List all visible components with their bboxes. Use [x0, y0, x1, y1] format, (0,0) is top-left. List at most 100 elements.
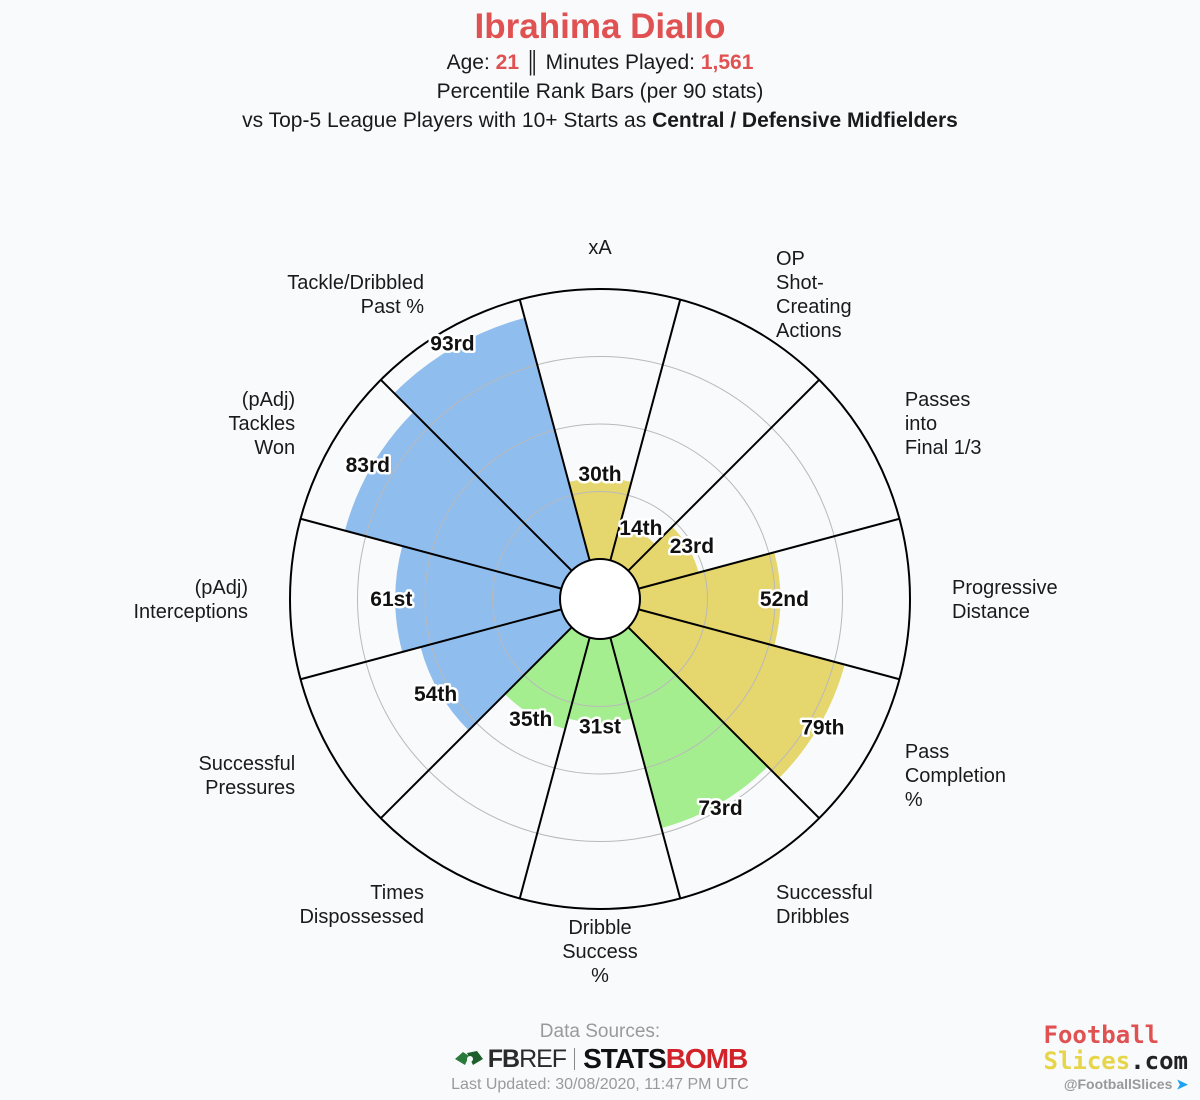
spoke-0	[518, 299, 591, 561]
chart-title: Ibrahima Diallo	[474, 7, 726, 46]
brand-handle: @FootballSlices ➤	[1044, 1076, 1188, 1093]
divider: ║	[524, 51, 540, 74]
spoke-4	[638, 608, 900, 681]
category-label-8-line-1: Pressures	[205, 777, 295, 799]
category-label-6-line-2: %	[591, 965, 609, 987]
category-label-3-line-1: Distance	[952, 601, 1030, 623]
category-label-7-line-1: Dispossessed	[299, 906, 424, 928]
age-label: Age:	[446, 51, 490, 74]
category-label-1-line-1: Shot-	[776, 272, 824, 294]
bar-3	[638, 552, 781, 646]
spoke-10	[300, 517, 562, 590]
value-label-9: 61st	[370, 588, 412, 611]
category-label-9: (pAdj) Interceptions	[133, 577, 248, 623]
brand-slices: Slices	[1043, 1047, 1131, 1075]
category-label-4-line-1: Completion	[905, 765, 1006, 787]
category-label-0-line-0: xA	[588, 237, 612, 259]
spoke-2	[627, 379, 820, 572]
footer: Data Sources: FB REF STATSBOMB Last Updat…	[0, 1020, 1200, 1095]
value-label-11: 93rd	[430, 332, 474, 355]
fbref-ball-icon	[454, 1051, 483, 1065]
minutes-label: Minutes Played:	[545, 51, 695, 74]
value-label-0: 30th	[578, 463, 621, 486]
category-label-1: OP Shot-Creating Actions	[776, 248, 852, 342]
brand-line-1: Football	[1043, 1021, 1160, 1049]
bar-1	[610, 523, 656, 571]
center-hub	[559, 558, 641, 640]
value-label-5: 73rd	[698, 797, 742, 820]
spoke-1	[609, 299, 682, 561]
spoke-5	[627, 626, 820, 819]
age-value: 21	[495, 51, 519, 74]
category-label-4-line-2: %	[905, 789, 923, 811]
subtitle-line-3: vs Top-5 League Players with 10+ Starts …	[0, 106, 1200, 135]
fbref-text-bold: FB	[487, 1044, 520, 1073]
logo-separator	[574, 1048, 576, 1070]
value-label-6: 31st	[579, 716, 621, 739]
category-label-1-line-3: Actions	[776, 320, 842, 342]
statsbomb-text-b: BOMB	[665, 1043, 749, 1074]
category-label-1-line-2: Creating	[776, 296, 852, 318]
bar-2	[628, 526, 699, 589]
category-label-10-line-1: Tackles	[228, 413, 295, 435]
bar-9	[395, 546, 562, 652]
category-label-11: Tackle/Dribbled Past %	[287, 272, 424, 318]
category-label-10-line-2: Won	[254, 437, 295, 459]
spoke-6	[609, 637, 682, 899]
gridline-circle-2	[357, 356, 843, 842]
category-label-1-line-0: OP	[776, 248, 805, 270]
category-label-6: Dribble Success%	[562, 917, 638, 987]
gridline-circle-1	[424, 423, 776, 775]
category-label-8: Successful Pressures	[198, 753, 295, 799]
subtitle-line-1: Age: 21 ║ Minutes Played: 1,561	[0, 48, 1200, 77]
category-label-5-line-0: Successful	[776, 882, 873, 904]
spoke-3	[638, 517, 900, 590]
spoke-11	[380, 379, 573, 572]
bar-5	[610, 627, 768, 829]
statsbomb-logo: STATSBOMB	[583, 1043, 749, 1075]
value-label-7: 35th	[509, 708, 552, 731]
bar-10	[344, 412, 572, 589]
category-label-4: Pass Completion%	[905, 741, 1006, 811]
category-label-2: Passes into Final 1/3	[905, 389, 982, 459]
fbref-text-light: REF	[519, 1044, 567, 1073]
value-label-3: 52nd	[760, 588, 809, 611]
source-logos: FB REF STATSBOMB	[0, 1043, 1200, 1075]
value-label-10: 83rd	[346, 454, 390, 477]
category-label-3-line-0: Progressive	[952, 577, 1058, 599]
category-label-5: Successful Dribbles	[776, 882, 873, 928]
bar-8	[420, 609, 572, 731]
brand-line-2: Slices.com	[1044, 1048, 1189, 1074]
bar-4	[628, 609, 845, 779]
spoke-9	[300, 608, 562, 681]
spoke-7	[518, 637, 591, 899]
last-updated: Last Updated: 30/08/2020, 11:47 PM UTC	[451, 1076, 749, 1093]
category-label-5-line-1: Dribbles	[776, 906, 849, 928]
category-label-11-line-0: Tackle/Dribbled	[287, 272, 424, 294]
footballslices-brand: Football Slices.com @FootballSlices ➤	[1044, 1022, 1189, 1093]
value-label-4: 79th	[801, 717, 844, 740]
statsbomb-text-a: STATS	[583, 1043, 667, 1074]
category-label-7: Times Dispossessed	[299, 882, 424, 928]
twitter-bird-icon: ➤	[1176, 1076, 1188, 1092]
value-label-2: 23rd	[670, 535, 714, 558]
category-label-8-line-0: Successful	[198, 753, 295, 775]
category-label-9-line-1: Interceptions	[133, 601, 248, 623]
category-label-7-line-0: Times	[370, 882, 424, 904]
category-label-11-line-1: Past %	[361, 296, 425, 318]
category-label-6-line-1: Success	[562, 941, 638, 963]
subtitle-line-2: Percentile Rank Bars (per 90 stats)	[436, 80, 764, 103]
category-label-10: (pAdj) Tackles Won	[228, 389, 295, 459]
comparison-text: vs Top-5 League Players with 10+ Starts …	[242, 109, 647, 132]
position-text: Central / Defensive Midfielders	[652, 109, 958, 132]
twitter-handle: @FootballSlices	[1063, 1076, 1173, 1092]
data-sources-label: Data Sources:	[539, 1021, 661, 1042]
chart-header: Ibrahima Diallo Age: 21 ║ Minutes Played…	[0, 0, 1200, 135]
minutes-value: 1,561	[700, 51, 754, 74]
category-label-2-line-0: Passes	[905, 389, 971, 411]
category-label-0: xA	[588, 237, 612, 259]
fbref-logo: FB REF	[453, 1044, 567, 1074]
category-label-2-line-1: into	[905, 413, 937, 435]
bar-7	[504, 627, 590, 729]
